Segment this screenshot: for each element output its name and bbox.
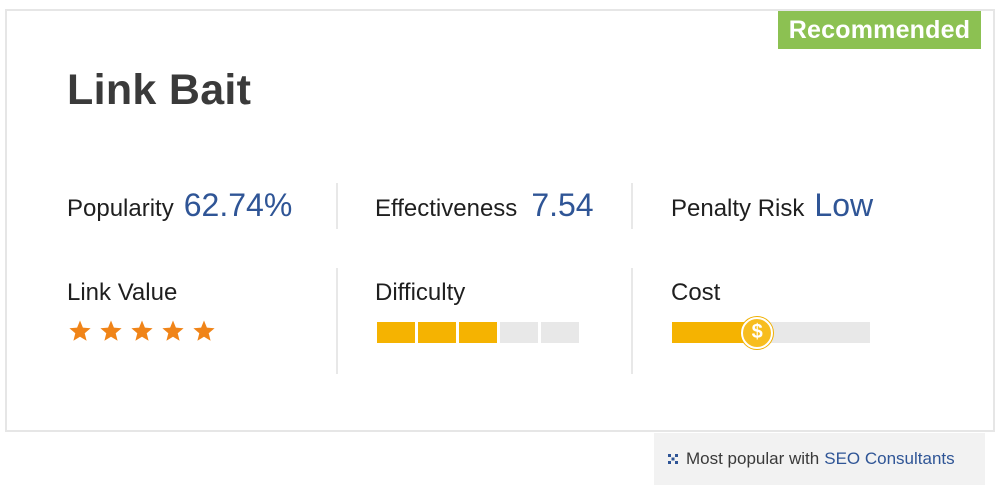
link-value-label: Link Value [67, 279, 177, 307]
method-card: Recommended Link Bait Popularity 62.74% … [5, 9, 995, 432]
difficulty-segment-empty [500, 322, 538, 343]
cost-bar: $ [672, 322, 870, 343]
star-icon [192, 319, 216, 343]
star-icon [68, 319, 92, 343]
penalty-risk-value: Low [814, 187, 873, 224]
difficulty-segment-filled [459, 322, 497, 343]
penalty-risk-metric: Penalty Risk Low [671, 187, 873, 224]
grid-dots-icon [668, 454, 678, 464]
penalty-risk-label: Penalty Risk [671, 195, 804, 223]
popularity-label: Popularity [67, 195, 174, 223]
effectiveness-label: Effectiveness [375, 195, 517, 223]
star-icon [161, 319, 185, 343]
divider [336, 183, 338, 229]
difficulty-segment-empty [541, 322, 579, 343]
difficulty-bar [377, 322, 579, 343]
divider [631, 183, 633, 229]
popular-with-text: Most popular with [686, 449, 819, 469]
dollar-coin-icon: $ [741, 317, 773, 349]
difficulty-segment-filled [418, 322, 456, 343]
star-icon [99, 319, 123, 343]
effectiveness-value: 7.54 [531, 187, 593, 224]
card-title: Link Bait [67, 66, 251, 115]
link-value-stars [68, 319, 216, 343]
popularity-value: 62.74% [184, 187, 293, 224]
popular-with-note: Most popular with SEO Consultants [654, 433, 985, 485]
difficulty-label: Difficulty [375, 279, 465, 307]
cost-label: Cost [671, 279, 720, 307]
difficulty-segment-filled [377, 322, 415, 343]
seo-consultants-link[interactable]: SEO Consultants [824, 449, 954, 469]
recommended-badge: Recommended [778, 11, 981, 49]
star-icon [130, 319, 154, 343]
divider [631, 268, 633, 374]
divider [336, 268, 338, 374]
effectiveness-metric: Effectiveness 7.54 [375, 187, 594, 224]
popularity-metric: Popularity 62.74% [67, 187, 292, 224]
